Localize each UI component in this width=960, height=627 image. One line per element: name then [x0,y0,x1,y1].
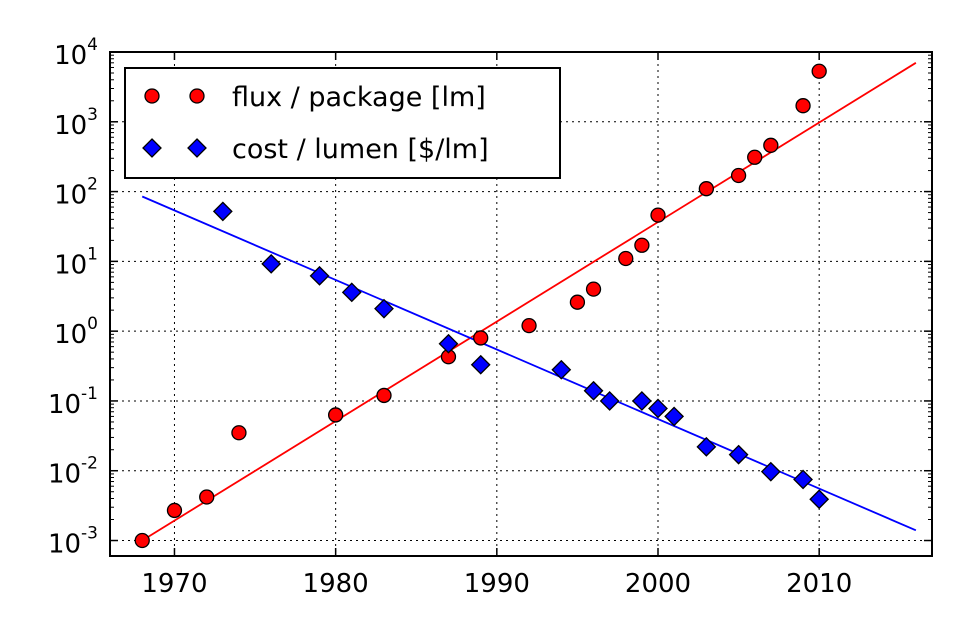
flux-point [231,425,247,441]
y-tick-label: 10-1 [48,384,98,420]
cost-point [793,469,813,490]
cost-point [809,489,830,510]
cost-point [664,406,685,427]
flux-point [327,407,344,423]
cost-point [470,354,491,375]
cost-point [728,444,749,465]
y-tick-label: 10-3 [48,524,98,560]
flux-point [473,330,489,346]
cost-point [261,253,282,274]
cost-point [438,333,459,354]
y-tick-labels: 10-3 10-2 10-1 100 101 102 103 104 [48,35,98,560]
x-tick-labels: 1970 1980 1990 2000 2010 [141,569,852,599]
legend-flux-marker [144,88,160,104]
cost-point [696,436,717,457]
y-tick-label: 103 [54,105,98,141]
legend-items: flux / package [lm] cost / lumen [$/lm] [142,82,489,165]
y-tick-label: 104 [54,35,98,71]
cost-point [631,391,652,411]
flux-point [730,167,747,184]
cost-point [583,380,604,401]
fit-lines [141,62,917,542]
flux-point [763,137,779,153]
x-tick-label: 1990 [464,569,530,599]
x-tick-label: 1970 [141,569,207,599]
flux-point [521,317,537,334]
flux-point [698,181,715,197]
legend-cost-marker [187,138,207,158]
plot-frame [109,51,933,557]
data-points [134,63,830,549]
cost-point [374,298,394,319]
y-tick-label: 10-2 [48,454,98,490]
flux-point [585,281,602,297]
flux-point [166,502,183,519]
legend-cost-marker [142,138,162,158]
flux-point [795,98,811,114]
cost-fit-line [141,195,917,532]
x-tick-label: 2000 [625,569,691,599]
flux-point [650,207,666,223]
cost-point [341,282,362,303]
flux-series [134,63,827,549]
cost-point [212,201,233,222]
cost-point [599,391,620,411]
flux-point [747,149,763,165]
legend: flux / package [lm] cost / lumen [$/lm] [124,67,561,179]
cost-point [309,265,330,286]
legend-flux-label: flux / package [lm] [232,82,486,113]
x-tick-label: 2010 [786,569,852,599]
cost-point [760,461,781,482]
flux-point [376,387,392,404]
flux-point [618,250,634,267]
flux-point [569,294,586,310]
y-tick-label: 102 [54,175,98,211]
y-tick-label: 101 [54,244,98,280]
legend-cost-label: cost / lumen [$/lm] [232,134,489,165]
cost-point [648,398,668,419]
legend-box [124,67,561,179]
cost-point [551,359,572,380]
flux-point [199,489,215,505]
ticks [110,51,932,556]
legend-flux-marker [189,88,205,104]
flux-point [634,237,650,253]
flux-point [811,63,827,79]
flux-point [134,532,150,549]
x-tick-label: 1980 [303,569,369,599]
flux-fit-line [141,62,917,542]
cost-series [212,201,830,510]
y-tick-label: 100 [54,314,98,350]
